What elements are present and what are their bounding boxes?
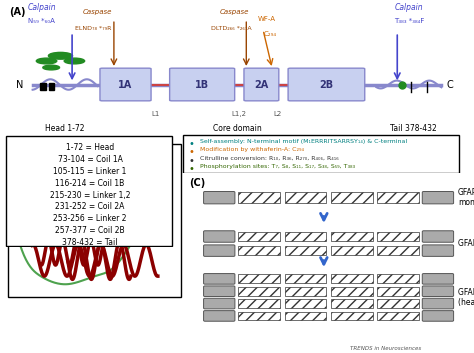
FancyBboxPatch shape bbox=[422, 311, 454, 321]
Text: 73-104 = Coil 1A: 73-104 = Coil 1A bbox=[58, 155, 122, 164]
Text: DLTD₂₆₆ *₂₆₇A: DLTD₂₆₆ *₂₆₇A bbox=[210, 26, 251, 31]
Text: Phosphorylation sites: T₇, S₈, S₁₁, S₁₇, S₃₈, S₅₉, T₃₈₃: Phosphorylation sites: T₇, S₈, S₁₁, S₁₇,… bbox=[200, 164, 355, 169]
Text: Tail 378-432: Tail 378-432 bbox=[390, 124, 437, 133]
Bar bbox=[331, 287, 373, 296]
FancyBboxPatch shape bbox=[204, 191, 235, 204]
Text: •: • bbox=[189, 164, 194, 174]
Bar bbox=[238, 275, 280, 283]
FancyBboxPatch shape bbox=[422, 231, 454, 242]
Text: Head 1-72: Head 1-72 bbox=[46, 124, 85, 133]
FancyBboxPatch shape bbox=[204, 274, 235, 284]
Circle shape bbox=[64, 58, 85, 64]
Text: 105-115 = Linker 1: 105-115 = Linker 1 bbox=[54, 167, 127, 176]
Bar bbox=[284, 232, 326, 241]
Bar bbox=[377, 299, 419, 308]
Text: L1: L1 bbox=[152, 110, 160, 116]
Text: Citrulline conversion: R₁₀, R₃₆, R₂₇₀, R₄₀₆, R₄₁₆: Citrulline conversion: R₁₀, R₃₆, R₂₇₀, R… bbox=[200, 156, 339, 161]
Bar bbox=[284, 246, 326, 256]
Text: TRENDS in Neurosciences: TRENDS in Neurosciences bbox=[350, 346, 421, 351]
Text: •: • bbox=[189, 156, 194, 166]
Circle shape bbox=[48, 52, 73, 59]
Text: Calpain: Calpain bbox=[27, 3, 56, 12]
Text: 2A: 2A bbox=[254, 79, 268, 90]
FancyBboxPatch shape bbox=[204, 286, 235, 297]
Bar bbox=[377, 287, 419, 296]
Text: (B): (B) bbox=[9, 143, 25, 153]
Text: Calpain: Calpain bbox=[394, 3, 423, 12]
FancyBboxPatch shape bbox=[204, 231, 235, 242]
FancyBboxPatch shape bbox=[204, 298, 235, 309]
Bar bbox=[331, 312, 373, 321]
Bar bbox=[238, 299, 280, 308]
Text: C₂₉₄: C₂₉₄ bbox=[264, 31, 277, 37]
Bar bbox=[49, 83, 55, 90]
Bar bbox=[284, 275, 326, 283]
FancyBboxPatch shape bbox=[422, 274, 454, 284]
Text: GFAP dimer: GFAP dimer bbox=[458, 239, 474, 248]
Text: 2B: 2B bbox=[319, 79, 334, 90]
Bar bbox=[377, 312, 419, 321]
Text: (C): (C) bbox=[190, 178, 206, 188]
Text: 116-214 = Coil 1B: 116-214 = Coil 1B bbox=[55, 179, 125, 188]
Bar bbox=[238, 246, 280, 256]
Bar bbox=[40, 83, 46, 90]
Text: N₅₉ *₆₀A: N₅₉ *₆₀A bbox=[28, 18, 55, 24]
FancyBboxPatch shape bbox=[100, 68, 151, 101]
Text: L1,2: L1,2 bbox=[232, 110, 247, 116]
Bar bbox=[238, 232, 280, 241]
Bar bbox=[331, 246, 373, 256]
Bar bbox=[284, 312, 326, 321]
Text: 1-72 = Head: 1-72 = Head bbox=[66, 143, 114, 152]
Text: 231-252 = Coil 2A: 231-252 = Coil 2A bbox=[55, 203, 125, 211]
FancyBboxPatch shape bbox=[204, 311, 235, 321]
FancyBboxPatch shape bbox=[422, 286, 454, 297]
Text: 253-256 = Linker 2: 253-256 = Linker 2 bbox=[53, 214, 127, 223]
Bar bbox=[331, 299, 373, 308]
Bar bbox=[377, 232, 419, 241]
Text: T₃₈₃ *₃₈₄F: T₃₈₃ *₃₈₄F bbox=[394, 18, 424, 24]
FancyBboxPatch shape bbox=[422, 191, 454, 204]
Bar bbox=[284, 192, 326, 203]
Text: 257-377 = Coil 2B: 257-377 = Coil 2B bbox=[55, 226, 125, 235]
Text: WF-A: WF-A bbox=[258, 16, 276, 22]
Text: Caspase: Caspase bbox=[83, 9, 112, 15]
FancyBboxPatch shape bbox=[244, 68, 279, 101]
Text: N: N bbox=[16, 79, 23, 90]
Text: (A): (A) bbox=[9, 7, 26, 17]
Text: 1B: 1B bbox=[195, 79, 209, 90]
Text: Caspase: Caspase bbox=[220, 9, 249, 15]
Text: ELND₇₈ *₇₉R: ELND₇₈ *₇₉R bbox=[75, 26, 111, 31]
Text: 378-432 = Tail: 378-432 = Tail bbox=[62, 238, 118, 247]
FancyBboxPatch shape bbox=[288, 68, 365, 101]
Bar bbox=[377, 246, 419, 256]
Text: 1A: 1A bbox=[118, 79, 133, 90]
Bar bbox=[377, 192, 419, 203]
Bar bbox=[331, 275, 373, 283]
Text: C: C bbox=[446, 79, 453, 90]
Circle shape bbox=[43, 65, 60, 70]
Bar bbox=[238, 192, 280, 203]
Circle shape bbox=[36, 58, 57, 64]
FancyBboxPatch shape bbox=[204, 245, 235, 256]
Bar bbox=[238, 312, 280, 321]
Bar bbox=[284, 287, 326, 296]
FancyBboxPatch shape bbox=[170, 68, 235, 101]
Text: Core domain: Core domain bbox=[213, 124, 261, 133]
Text: GFAP
monomer: GFAP monomer bbox=[458, 188, 474, 207]
Bar bbox=[238, 287, 280, 296]
Text: •: • bbox=[189, 147, 194, 157]
Bar bbox=[331, 192, 373, 203]
Bar bbox=[284, 299, 326, 308]
Text: Self-assembly: N-terminal motif (M₁ERRRITSARRSY₁₄) & C-terminal: Self-assembly: N-terminal motif (M₁ERRRI… bbox=[200, 139, 407, 144]
Bar bbox=[377, 275, 419, 283]
Text: 215-230 = Linker 1,2: 215-230 = Linker 1,2 bbox=[50, 191, 130, 199]
FancyBboxPatch shape bbox=[422, 245, 454, 256]
Text: •: • bbox=[189, 139, 194, 149]
Text: Modification by withaferin-A: C₂₉₄: Modification by withaferin-A: C₂₉₄ bbox=[200, 147, 304, 152]
Bar bbox=[331, 232, 373, 241]
FancyBboxPatch shape bbox=[422, 298, 454, 309]
Text: GFAP tetramer
(head to tail assembly): GFAP tetramer (head to tail assembly) bbox=[458, 288, 474, 307]
Text: L2: L2 bbox=[274, 110, 282, 116]
